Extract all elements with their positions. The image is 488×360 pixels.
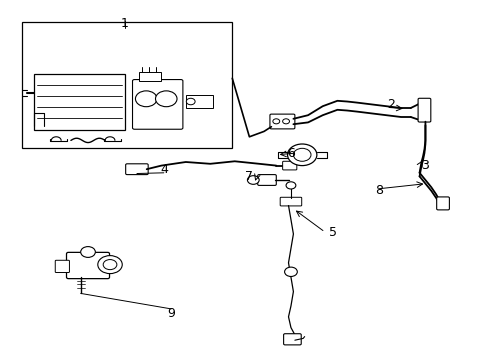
Text: 3: 3 xyxy=(421,159,428,172)
Bar xyxy=(34,74,124,130)
Text: 2: 2 xyxy=(386,98,394,111)
Text: 4: 4 xyxy=(160,163,167,176)
FancyBboxPatch shape xyxy=(283,334,301,345)
FancyBboxPatch shape xyxy=(269,114,294,129)
Bar xyxy=(185,95,212,108)
FancyBboxPatch shape xyxy=(436,197,448,210)
Circle shape xyxy=(135,91,157,107)
FancyBboxPatch shape xyxy=(132,80,183,129)
Text: 6: 6 xyxy=(286,147,294,159)
FancyBboxPatch shape xyxy=(66,252,109,279)
Text: 9: 9 xyxy=(167,307,175,320)
Circle shape xyxy=(186,98,195,105)
Bar xyxy=(22,22,232,148)
Circle shape xyxy=(98,256,122,274)
FancyBboxPatch shape xyxy=(280,197,301,206)
Circle shape xyxy=(285,182,295,189)
FancyBboxPatch shape xyxy=(55,260,69,273)
Circle shape xyxy=(272,119,279,124)
Circle shape xyxy=(287,144,316,166)
Text: 8: 8 xyxy=(374,184,382,197)
Text: 1: 1 xyxy=(121,17,128,30)
Bar xyxy=(139,72,161,81)
Circle shape xyxy=(247,176,259,184)
FancyBboxPatch shape xyxy=(125,164,148,175)
Circle shape xyxy=(282,119,289,124)
FancyBboxPatch shape xyxy=(257,175,276,185)
Circle shape xyxy=(293,148,310,161)
FancyBboxPatch shape xyxy=(417,98,430,122)
Circle shape xyxy=(81,247,95,257)
Text: 5: 5 xyxy=(328,226,336,239)
Circle shape xyxy=(103,260,117,270)
Circle shape xyxy=(155,91,177,107)
Text: 7: 7 xyxy=(245,170,253,183)
FancyBboxPatch shape xyxy=(282,161,296,170)
Circle shape xyxy=(284,267,297,276)
